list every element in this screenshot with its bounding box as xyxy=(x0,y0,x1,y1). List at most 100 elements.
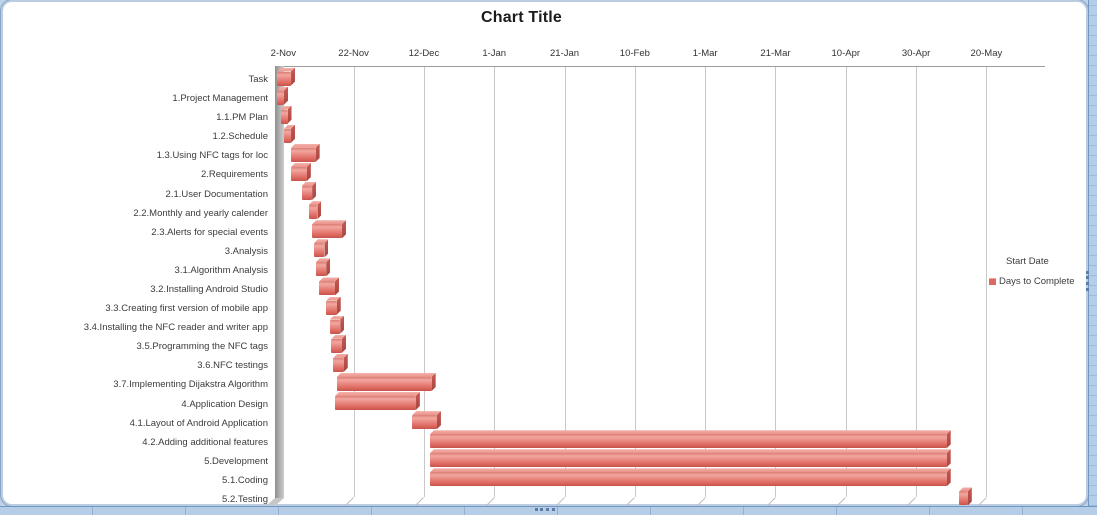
gridline-foot-3d xyxy=(626,496,635,506)
category-label: 1.3.Using NFC tags for loc xyxy=(156,150,268,162)
gantt-bar[interactable] xyxy=(331,339,342,353)
category-label: 2.Requirements xyxy=(200,169,268,181)
gridline xyxy=(423,67,425,497)
chart-wall-3d xyxy=(275,66,284,498)
gantt-bar[interactable] xyxy=(313,243,325,258)
legend-entry-days-to-complete[interactable]: Days to Complete xyxy=(989,276,1075,287)
chart-area[interactable] xyxy=(1,0,1088,506)
bar-top-face-3d xyxy=(309,201,322,205)
chart-title[interactable]: Chart Title xyxy=(480,9,563,26)
legend-entry-start-date[interactable]: Start Date xyxy=(1006,256,1049,267)
gantt-bar[interactable] xyxy=(333,358,344,372)
category-label: 2.2.Monthly and yearly calender xyxy=(133,207,268,219)
bar-side-face-3d xyxy=(968,487,972,505)
bar-side-face-3d xyxy=(342,335,346,353)
legend-label: Days to Complete xyxy=(999,276,1075,287)
bar-top-face-3d xyxy=(335,392,420,396)
legend-swatch-icon xyxy=(989,278,996,285)
x-axis-tick-label: 1-Mar xyxy=(692,48,718,59)
gantt-bar[interactable] xyxy=(329,320,341,334)
category-label: 3.4.Installing the NFC reader and writer… xyxy=(83,322,268,334)
x-axis-line xyxy=(275,66,1045,67)
bar-top-face-3d xyxy=(316,258,331,262)
bar-side-face-3d xyxy=(324,239,328,257)
bar-top-face-3d xyxy=(277,87,288,91)
category-label: 4.2.Adding additional features xyxy=(142,436,268,448)
category-label: 5.1.Coding xyxy=(222,474,268,486)
category-label: 1.1.PM Plan xyxy=(216,112,268,124)
category-label: 3.3.Creating first version of mobile app xyxy=(105,303,268,315)
chart-wall-foot-3d xyxy=(267,498,284,505)
gantt-bar[interactable] xyxy=(336,377,432,391)
category-label: 4.1.Layout of Android Application xyxy=(129,417,268,429)
bar-top-face-3d xyxy=(326,297,341,301)
gantt-bar[interactable] xyxy=(429,472,947,487)
bar-side-face-3d xyxy=(307,163,311,181)
gridline-foot-3d xyxy=(837,496,846,506)
category-label: Task xyxy=(248,74,268,85)
sheet-vertical-scrollbar-area[interactable] xyxy=(1088,0,1097,515)
x-axis-tick-label: 22-Nov xyxy=(338,48,369,59)
bar-side-face-3d xyxy=(947,449,951,467)
category-label: 1.Project Management xyxy=(172,93,268,105)
category-label: 5.Development xyxy=(204,455,268,467)
gantt-bar[interactable] xyxy=(277,91,284,105)
bar-side-face-3d xyxy=(947,468,951,486)
x-axis-tick-label: 21-Mar xyxy=(760,48,791,59)
category-label: 3.2.Installing Android Studio xyxy=(150,283,268,295)
bar-top-face-3d xyxy=(291,144,320,148)
gantt-bar[interactable] xyxy=(280,110,288,124)
gantt-bar[interactable] xyxy=(277,72,291,86)
gridline-foot-3d xyxy=(415,496,425,506)
bar-side-face-3d xyxy=(291,68,295,86)
x-axis-tick-label: 12-Dec xyxy=(408,48,440,59)
x-axis-tick-label: 20-May xyxy=(970,48,1003,59)
legend-label: Start Date xyxy=(1006,256,1049,267)
gridline-foot-3d xyxy=(907,496,917,506)
category-label: 4.Application Design xyxy=(181,398,268,410)
gridline-foot-3d xyxy=(485,496,495,506)
gantt-bar[interactable] xyxy=(315,262,327,277)
bar-top-face-3d xyxy=(330,316,345,320)
gridline xyxy=(705,67,707,497)
bar-side-face-3d xyxy=(342,220,346,238)
bar-top-face-3d xyxy=(430,449,951,453)
gantt-bar[interactable] xyxy=(319,281,335,296)
gantt-bar[interactable] xyxy=(412,415,437,430)
bar-top-face-3d xyxy=(284,125,295,129)
gantt-bar[interactable] xyxy=(284,129,291,143)
gridline xyxy=(916,67,918,497)
category-label: 3.6.NFC testings xyxy=(197,360,268,372)
gantt-bar[interactable] xyxy=(291,167,307,181)
gantt-bar[interactable] xyxy=(429,453,947,468)
gantt-bar[interactable] xyxy=(312,224,342,239)
bar-side-face-3d xyxy=(337,297,341,315)
bar-side-face-3d xyxy=(291,125,295,143)
gantt-bar[interactable] xyxy=(959,491,968,506)
gridline xyxy=(564,67,566,497)
gridline-foot-3d xyxy=(696,496,706,506)
bar-side-face-3d xyxy=(335,277,339,295)
gridline xyxy=(986,67,988,497)
bar-top-face-3d xyxy=(959,487,972,491)
category-label: 3.Analysis xyxy=(224,245,268,257)
gantt-bar[interactable] xyxy=(308,205,318,220)
chart-resize-handle-bottom[interactable] xyxy=(535,508,555,511)
bar-side-face-3d xyxy=(340,316,344,334)
x-axis-tick-label: 30-Apr xyxy=(901,48,931,59)
gantt-bar[interactable] xyxy=(429,434,947,449)
gridline-foot-3d xyxy=(345,496,354,506)
gantt-bar[interactable] xyxy=(335,396,416,411)
x-axis-tick-label: 21-Jan xyxy=(550,48,580,59)
gantt-bar[interactable] xyxy=(326,301,337,315)
bar-top-face-3d xyxy=(302,182,317,186)
gantt-bar[interactable] xyxy=(291,148,316,162)
gantt-bar[interactable] xyxy=(301,186,313,201)
category-label: 5.2.Testing xyxy=(222,493,268,505)
category-label: 3.7.Implementing Dijakstra Algorithm xyxy=(113,379,268,391)
bar-side-face-3d xyxy=(284,87,288,105)
gridline xyxy=(494,67,496,497)
bar-top-face-3d xyxy=(430,468,951,472)
chart-resize-handle-right[interactable] xyxy=(1086,271,1089,291)
